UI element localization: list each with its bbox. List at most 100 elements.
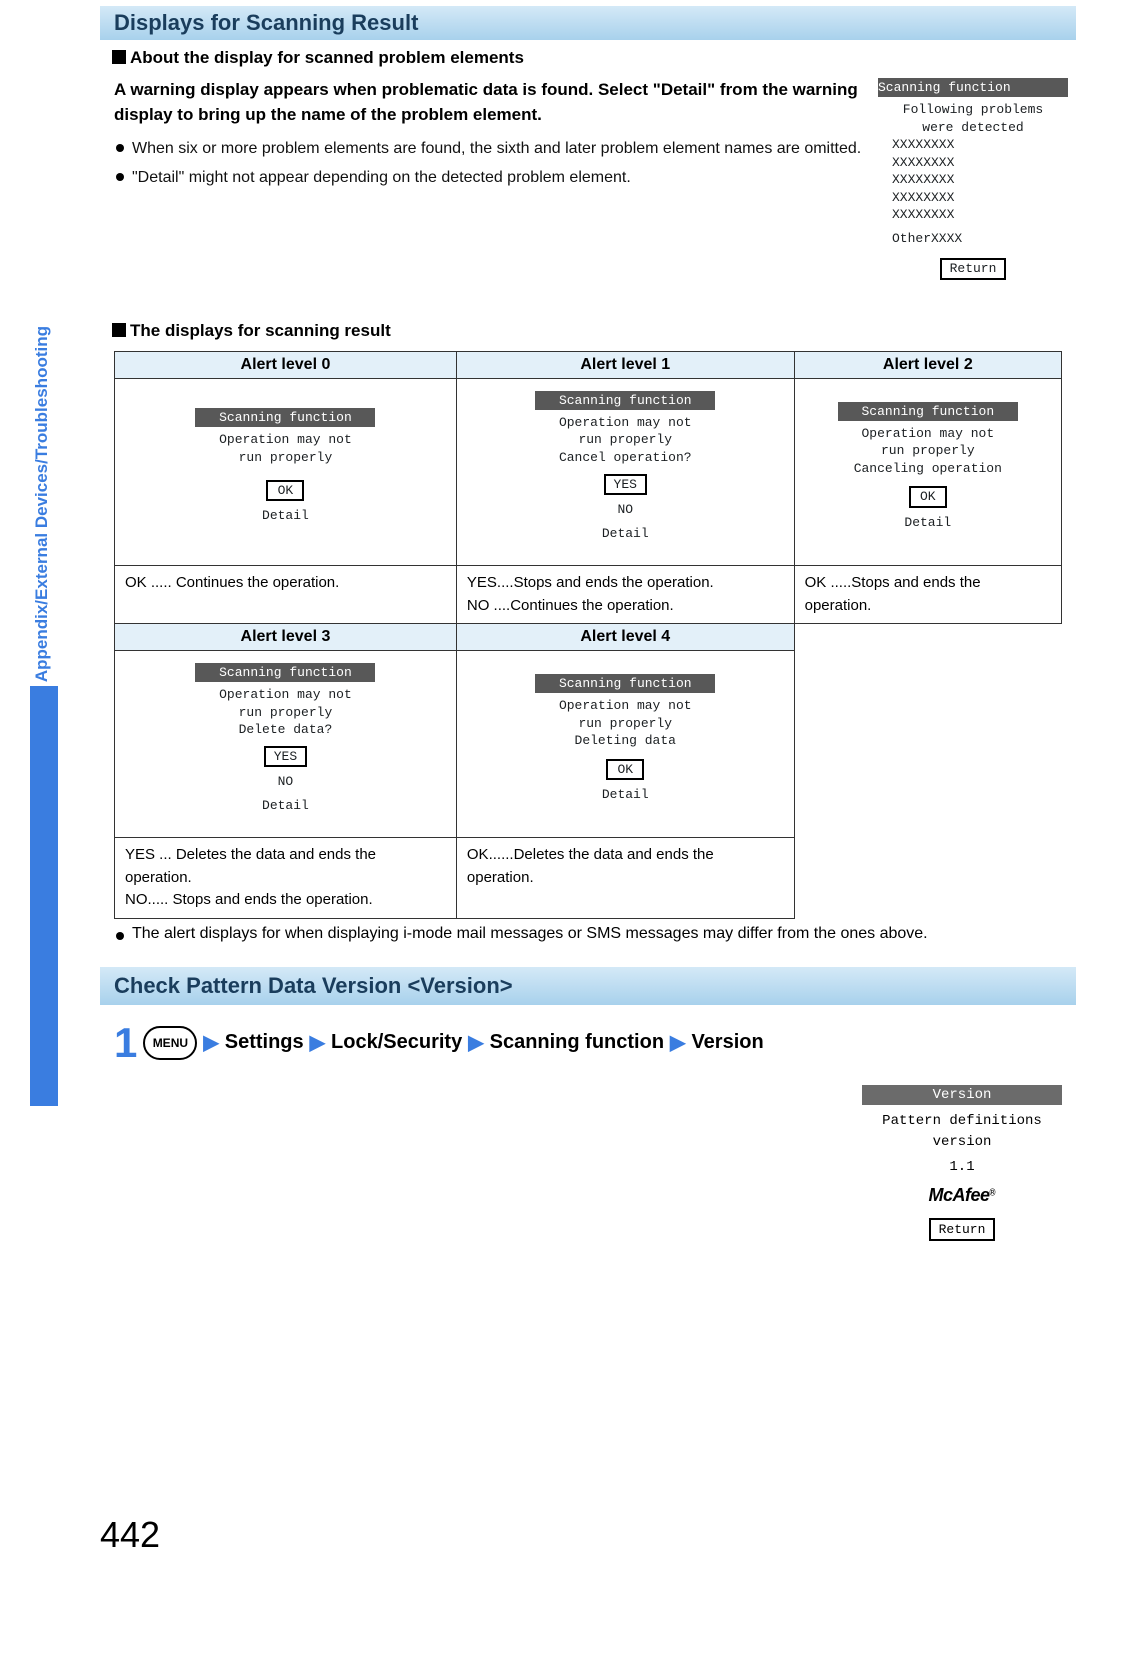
version-title: Version bbox=[862, 1085, 1062, 1105]
desc4-text: OK......Deletes the data and ends the op… bbox=[467, 844, 784, 889]
shot4-l1: Operation may not bbox=[537, 697, 713, 715]
arrow-icon: ▶ bbox=[670, 1030, 685, 1055]
lead-text: A warning display appears when problemat… bbox=[114, 78, 934, 127]
menu-button[interactable]: MENU bbox=[143, 1026, 197, 1060]
sub-about-text: About the display for scanned problem el… bbox=[130, 48, 524, 67]
shot4-l2: run properly bbox=[537, 715, 713, 733]
detail-button[interactable]: Detail bbox=[254, 507, 317, 525]
nav-row: 1 MENU ▶ Settings ▶ Lock/Security ▶ Scan… bbox=[104, 1019, 1076, 1067]
shot0-l2: run properly bbox=[197, 449, 373, 467]
arrow-icon: ▶ bbox=[310, 1030, 325, 1055]
shot3-l3: Delete data? bbox=[197, 721, 373, 739]
th-level1: Alert level 1 bbox=[456, 351, 794, 378]
detail-button[interactable]: Detail bbox=[896, 514, 959, 532]
warn-x5: XXXXXXXX bbox=[884, 206, 1062, 224]
version-l2: version bbox=[866, 1132, 1058, 1153]
alert-table: Alert level 0 Alert level 1 Alert level … bbox=[114, 351, 1062, 919]
shot1-detail-wrap: Detail bbox=[537, 522, 713, 546]
shot0-title: Scanning function bbox=[195, 408, 375, 427]
reg-mark: ® bbox=[990, 1188, 996, 1199]
warn-title: Scanning function bbox=[878, 78, 1068, 97]
sub-about-display: About the display for scanned problem el… bbox=[112, 48, 1064, 68]
nav-settings: Settings bbox=[225, 1031, 304, 1054]
cell-desc3: YES ... Deletes the data and ends the op… bbox=[115, 838, 457, 919]
return-button[interactable]: Return bbox=[940, 258, 1007, 280]
yes-button[interactable]: YES bbox=[604, 474, 647, 496]
warn-line2: were detected bbox=[884, 119, 1062, 137]
arrow-icon: ▶ bbox=[203, 1030, 218, 1055]
nav-scanning-function: Scanning function bbox=[490, 1031, 664, 1054]
warn-x4: XXXXXXXX bbox=[884, 189, 1062, 207]
sub-scanning-text: The displays for scanning result bbox=[130, 321, 391, 340]
page-number: 442 bbox=[100, 1514, 1076, 1556]
version-screenshot: Version Pattern definitions version 1.1 … bbox=[862, 1085, 1062, 1255]
shot3-no-wrap: NO bbox=[197, 770, 373, 794]
return-button[interactable]: Return bbox=[929, 1218, 996, 1242]
shot2-ok-wrap: OK bbox=[840, 483, 1016, 511]
shot2-detail-wrap: Detail bbox=[840, 511, 1016, 535]
warn-other: OtherXXXX bbox=[884, 230, 1062, 248]
shot1-no-wrap: NO bbox=[537, 498, 713, 522]
th-level3: Alert level 3 bbox=[115, 624, 457, 651]
version-number: 1.1 bbox=[866, 1157, 1058, 1178]
nav-version: Version bbox=[691, 1031, 763, 1054]
ok-button[interactable]: OK bbox=[909, 486, 947, 508]
shot3-l1: Operation may not bbox=[197, 686, 373, 704]
section-displays-header: Displays for Scanning Result bbox=[100, 6, 1076, 40]
shot0-ok-wrap: OK bbox=[197, 477, 373, 505]
cell-level4-shot: Scanning function Operation may not run … bbox=[456, 651, 794, 838]
cell-desc1: YES....Stops and ends the operation. NO … bbox=[456, 566, 794, 624]
shot1-title: Scanning function bbox=[535, 391, 715, 410]
side-tab-bar bbox=[30, 686, 58, 1106]
mcafee-text: McAfee bbox=[928, 1185, 989, 1205]
shot2-l3: Canceling operation bbox=[840, 460, 1016, 478]
shot3-title: Scanning function bbox=[195, 663, 375, 682]
alert-table-wrap: Alert level 0 Alert level 1 Alert level … bbox=[114, 351, 1062, 919]
no-button[interactable]: NO bbox=[266, 773, 304, 791]
shot3-l2: run properly bbox=[197, 704, 373, 722]
empty-cell bbox=[794, 624, 1061, 919]
shot1-yes-wrap: YES bbox=[537, 471, 713, 499]
cell-desc0: OK ..... Continues the operation. bbox=[115, 566, 457, 624]
ok-button[interactable]: OK bbox=[266, 480, 304, 502]
yes-button[interactable]: YES bbox=[264, 746, 307, 768]
shot4-detail-wrap: Detail bbox=[537, 783, 713, 807]
shot2-l2: run properly bbox=[840, 442, 1016, 460]
cell-level1-shot: Scanning function Operation may not run … bbox=[456, 378, 794, 565]
detail-button[interactable]: Detail bbox=[594, 525, 657, 543]
bullet-1: When six or more problem elements are fo… bbox=[114, 137, 924, 160]
th-level4: Alert level 4 bbox=[456, 624, 794, 651]
shot4-ok-wrap: OK bbox=[537, 756, 713, 784]
detail-button[interactable]: Detail bbox=[254, 797, 317, 815]
shot0-l1: Operation may not bbox=[197, 431, 373, 449]
ok-button[interactable]: OK bbox=[606, 759, 644, 781]
shot4-title: Scanning function bbox=[535, 674, 715, 693]
shot1-l2: run properly bbox=[537, 431, 713, 449]
version-return-wrap: Return bbox=[866, 1215, 1058, 1245]
desc3a-text: YES ... Deletes the data and ends the op… bbox=[125, 844, 446, 889]
shot2-l1: Operation may not bbox=[840, 425, 1016, 443]
note-text: The alert displays for when displaying i… bbox=[114, 925, 1062, 943]
shot4-l3: Deleting data bbox=[537, 732, 713, 750]
nav-lock-security: Lock/Security bbox=[331, 1031, 462, 1054]
detail-button[interactable]: Detail bbox=[594, 786, 657, 804]
section-version-header: Check Pattern Data Version <Version> bbox=[100, 967, 1076, 1005]
desc3b-text: NO..... Stops and ends the operation. bbox=[125, 889, 446, 912]
warn-line1: Following problems bbox=[884, 101, 1062, 119]
version-l1: Pattern definitions bbox=[866, 1111, 1058, 1132]
shot3-yes-wrap: YES bbox=[197, 743, 373, 771]
cell-level0-shot: Scanning function Operation may not run … bbox=[115, 378, 457, 565]
cell-desc2: OK .....Stops and ends the operation. bbox=[794, 566, 1061, 624]
shot1-l3: Cancel operation? bbox=[537, 449, 713, 467]
arrow-icon: ▶ bbox=[468, 1030, 483, 1055]
side-tab-label: Appendix/External Devices/Troubleshootin… bbox=[32, 326, 52, 706]
page-body: Displays for Scanning Result About the d… bbox=[0, 6, 1136, 1596]
sub-scanning-result: The displays for scanning result bbox=[112, 321, 1064, 341]
cell-desc4: OK......Deletes the data and ends the op… bbox=[456, 838, 794, 919]
desc1a-text: YES....Stops and ends the operation. bbox=[467, 572, 784, 595]
no-button[interactable]: NO bbox=[606, 501, 644, 519]
th-level0: Alert level 0 bbox=[115, 351, 457, 378]
desc1b-text: NO ....Continues the operation. bbox=[467, 595, 784, 618]
desc2-text: OK .....Stops and ends the operation. bbox=[805, 572, 1051, 617]
mcafee-logo: McAfee® bbox=[866, 1182, 1058, 1209]
